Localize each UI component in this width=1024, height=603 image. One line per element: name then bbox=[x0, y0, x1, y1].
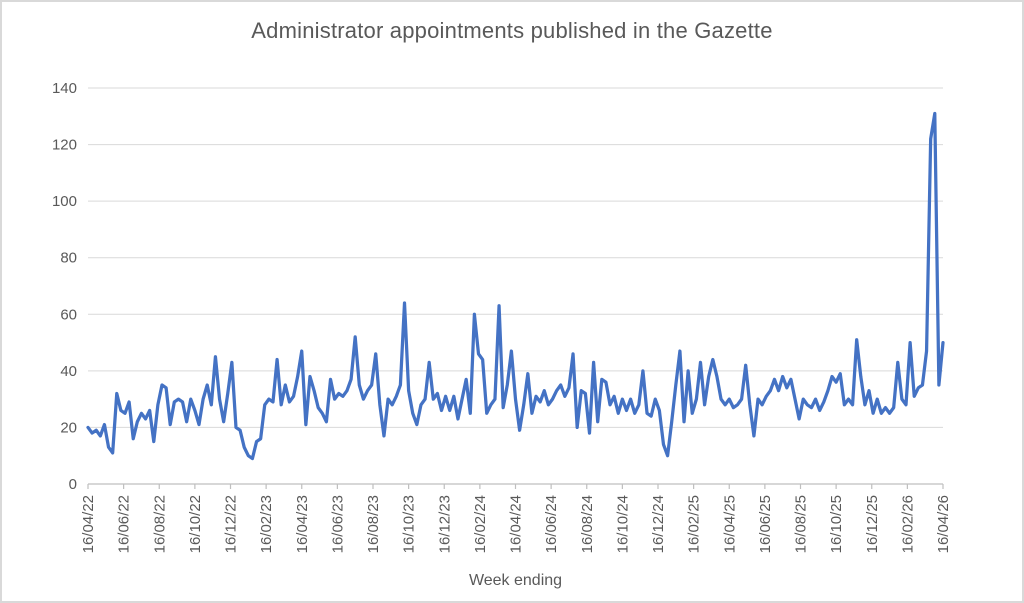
x-axis-title: Week ending bbox=[468, 572, 563, 589]
y-tick-label: 120 bbox=[52, 137, 77, 154]
x-tick-label: 16/04/22 bbox=[80, 495, 97, 553]
x-tick-label: 16/10/25 bbox=[828, 495, 845, 553]
x-tick-label: 16/06/24 bbox=[543, 495, 560, 553]
chart-title: Administrator appointments published in … bbox=[251, 18, 773, 43]
y-tick-label: 0 bbox=[69, 476, 77, 493]
x-tick-label: 16/06/25 bbox=[757, 495, 774, 553]
x-tick-label: 16/10/24 bbox=[614, 495, 631, 553]
x-tick-label: 16/04/24 bbox=[508, 495, 525, 553]
x-tick-label: 16/12/23 bbox=[436, 495, 453, 553]
x-tick-label: 16/08/24 bbox=[579, 495, 596, 553]
x-tick-label: 16/04/26 bbox=[935, 495, 952, 553]
x-tick-label: 16/02/25 bbox=[686, 495, 703, 553]
y-tick-label: 80 bbox=[60, 250, 77, 267]
x-tick-label: 16/12/24 bbox=[650, 495, 667, 553]
x-tick-label: 16/02/24 bbox=[472, 495, 489, 553]
x-tick-label: 16/08/22 bbox=[151, 495, 168, 553]
x-tick-label: 16/02/23 bbox=[258, 495, 275, 553]
y-tick-label: 40 bbox=[60, 363, 77, 380]
x-tick-label: 16/12/25 bbox=[864, 495, 881, 553]
x-tick-label: 16/06/22 bbox=[116, 495, 133, 553]
y-tick-label: 140 bbox=[52, 80, 77, 97]
x-tick-label: 16/08/25 bbox=[793, 495, 810, 553]
x-tick-label: 16/06/23 bbox=[329, 495, 346, 553]
y-tick-label: 100 bbox=[52, 193, 77, 210]
data-series-line bbox=[86, 111, 945, 461]
x-tick-label: 16/04/25 bbox=[721, 495, 738, 553]
x-tick-label: 16/12/22 bbox=[223, 495, 240, 553]
x-tick-label: 16/10/23 bbox=[401, 495, 418, 553]
x-tick-label: 16/04/23 bbox=[294, 495, 311, 553]
x-tick-label: 16/08/23 bbox=[365, 495, 382, 553]
y-tick-label: 60 bbox=[60, 306, 77, 323]
x-tick-label: 16/02/26 bbox=[899, 495, 916, 553]
x-tick-label: 16/10/22 bbox=[187, 495, 204, 553]
y-tick-label: 20 bbox=[60, 419, 77, 436]
